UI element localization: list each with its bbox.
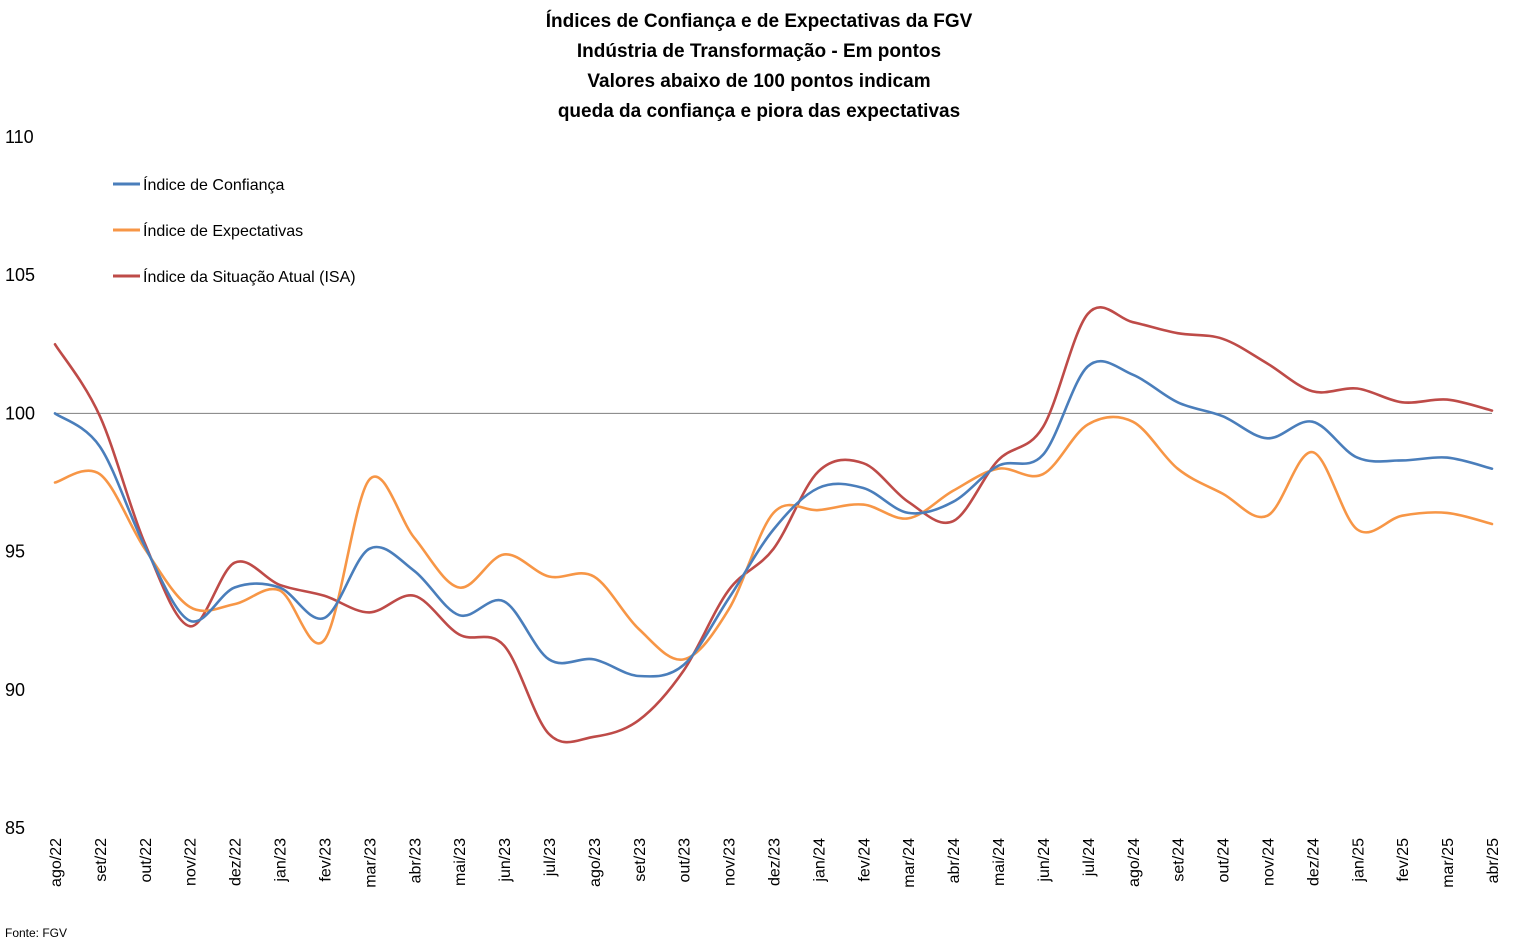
y-tick-label: 95 [5, 542, 25, 562]
x-tick-label: jul/23 [542, 838, 559, 877]
chart-title-line: Valores abaixo de 100 pontos indicam [587, 71, 930, 92]
x-tick-label: out/24 [1216, 838, 1233, 883]
x-tick-label: mar/25 [1440, 838, 1457, 888]
x-tick-label: fev/24 [856, 838, 873, 882]
x-tick-label: ago/22 [48, 838, 65, 887]
x-tick-label: out/22 [138, 838, 155, 883]
x-tick-label: jul/24 [1081, 838, 1098, 877]
x-tick-label: jan/24 [811, 838, 828, 883]
series-lines [53, 306, 1494, 744]
x-tick-label: mar/23 [362, 838, 379, 888]
x-tick-label: ago/23 [587, 838, 604, 887]
x-tick-label: jun/24 [1036, 838, 1053, 883]
y-tick-label: 105 [5, 265, 35, 285]
x-tick-label: fev/23 [317, 838, 334, 882]
y-tick-label: 110 [5, 127, 34, 147]
legend-label: Índice da Situação Atual (ISA) [143, 267, 356, 286]
y-tick-label: 85 [5, 818, 25, 838]
x-tick-label: jan/25 [1350, 838, 1367, 883]
x-axis: ago/22 set/22 out/22 nov/22 dez/22 jan/23 fev/… [48, 838, 1502, 888]
series-line-2 [53, 415, 1494, 661]
chart-title: Índices de Confiança e de Expectativas d… [546, 10, 973, 122]
x-tick-label: dez/24 [1305, 838, 1322, 886]
x-tick-label: dez/23 [767, 838, 784, 886]
x-tick-label: ago/24 [1126, 838, 1143, 887]
x-tick-label: set/24 [1171, 838, 1188, 882]
x-tick-label: abr/25 [1485, 838, 1502, 883]
chart-title-line: Indústria de Transformação - Em pontos [577, 41, 941, 62]
series-line-1 [53, 359, 1494, 678]
x-tick-label: abr/23 [407, 838, 424, 883]
y-tick-label: 100 [5, 403, 35, 423]
x-tick-label: mai/24 [991, 838, 1008, 886]
x-tick-label: nov/23 [722, 838, 739, 886]
y-axis: 85 90 95 100 105 110 [5, 127, 35, 838]
x-tick-label: mai/23 [452, 838, 469, 886]
x-tick-label: set/23 [632, 838, 649, 882]
x-tick-label: dez/22 [228, 838, 245, 886]
x-tick-label: fev/25 [1395, 838, 1412, 882]
x-tick-label: out/23 [677, 838, 694, 883]
x-tick-label: mar/24 [901, 838, 918, 888]
y-tick-label: 90 [5, 680, 25, 700]
legend-label: Índice de Expectativas [143, 221, 303, 240]
x-tick-label: set/22 [93, 838, 110, 882]
x-tick-label: abr/24 [946, 838, 963, 883]
chart-title-line: Índices de Confiança e de Expectativas d… [546, 10, 973, 32]
legend: Índice de Confiança Índice de Expectativa… [113, 175, 356, 286]
series-line-3 [53, 306, 1494, 744]
x-tick-label: nov/24 [1260, 838, 1277, 886]
source-note: Fonte: FGV [5, 926, 67, 940]
chart-title-line: queda da confiança e piora das expectati… [558, 101, 960, 122]
x-tick-label: nov/22 [183, 838, 200, 886]
x-tick-label: jun/23 [497, 838, 514, 883]
legend-label: Índice de Confiança [143, 175, 285, 194]
x-tick-label: jan/23 [273, 838, 290, 883]
